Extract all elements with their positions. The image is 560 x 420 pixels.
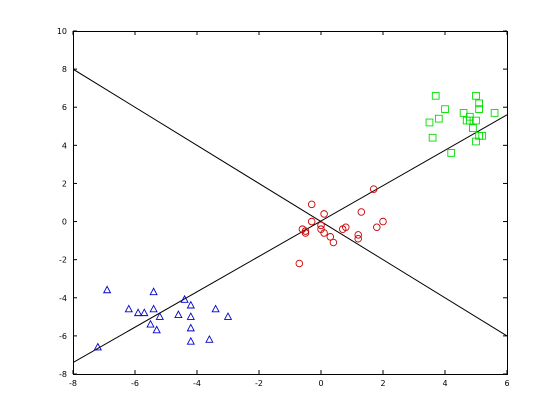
square-point bbox=[472, 116, 480, 125]
y-tick-label: -4 bbox=[59, 294, 67, 303]
circle-point bbox=[357, 208, 366, 216]
circle-point bbox=[326, 233, 335, 241]
triangle-point bbox=[149, 287, 158, 296]
triangle-point bbox=[133, 308, 143, 317]
circle-point bbox=[307, 217, 316, 226]
triangle-point bbox=[93, 342, 102, 351]
triangle-point bbox=[174, 310, 183, 318]
triangle-point bbox=[186, 323, 195, 332]
y-tick-label: 6 bbox=[62, 103, 67, 112]
x-axis-tick-labels: -8 -6 -4 -2 0 2 4 6 bbox=[69, 379, 510, 388]
y-tick-label: 10 bbox=[57, 27, 67, 36]
y-tick-label: 8 bbox=[62, 65, 67, 74]
square-point bbox=[475, 99, 483, 108]
plot-frame bbox=[73, 31, 508, 375]
triangle-point bbox=[205, 334, 214, 343]
y-tick-label: 2 bbox=[62, 179, 67, 188]
square-point bbox=[490, 109, 499, 117]
triangle-point bbox=[186, 336, 195, 345]
x-tick-label: -6 bbox=[131, 379, 139, 388]
x-tick-label: -4 bbox=[193, 379, 201, 388]
circle-point bbox=[379, 217, 387, 226]
triangle-point bbox=[186, 300, 195, 309]
fit-lines bbox=[73, 68, 508, 364]
circle-point bbox=[307, 200, 316, 209]
square-point bbox=[447, 149, 456, 157]
circle-point bbox=[373, 223, 381, 232]
square-point bbox=[472, 91, 480, 100]
y-tick-label: -8 bbox=[59, 370, 67, 379]
square-point bbox=[434, 114, 443, 123]
square-point bbox=[469, 124, 477, 133]
triangle-point bbox=[149, 304, 158, 313]
y-tick-label: -2 bbox=[59, 256, 67, 265]
square-point bbox=[428, 133, 437, 142]
x-tick-label: 2 bbox=[380, 379, 385, 388]
x-tick-label: 6 bbox=[504, 379, 509, 388]
circle-point bbox=[329, 238, 338, 247]
triangle-point bbox=[146, 319, 155, 328]
triangle-point bbox=[186, 312, 195, 320]
circle-point bbox=[295, 259, 304, 268]
triangle-point bbox=[124, 304, 133, 313]
fit-line-2 bbox=[73, 68, 508, 337]
x-tick-label: 0 bbox=[318, 379, 323, 388]
triangle-point bbox=[102, 285, 112, 294]
triangle-point bbox=[155, 312, 164, 320]
square-point bbox=[465, 116, 474, 125]
x-tick-label: -2 bbox=[255, 379, 263, 388]
circle-point bbox=[301, 227, 310, 235]
triangle-point bbox=[211, 304, 220, 313]
triangle-point bbox=[152, 325, 161, 334]
circle-point bbox=[369, 185, 378, 193]
y-tick-label: 4 bbox=[62, 141, 67, 150]
axis-ticks bbox=[72, 30, 508, 375]
square-point bbox=[475, 105, 483, 113]
y-tick-label: 0 bbox=[62, 218, 67, 227]
triangle-point bbox=[223, 312, 233, 320]
circle-point bbox=[320, 229, 328, 237]
y-tick-label: -6 bbox=[59, 332, 67, 341]
circle-point bbox=[354, 231, 362, 239]
circle-point bbox=[301, 229, 310, 237]
fit-line-1 bbox=[73, 114, 508, 364]
triangle-point bbox=[140, 308, 149, 317]
y-axis-tick-labels: -8 -6 -4 -2 0 2 4 6 8 10 bbox=[57, 27, 67, 379]
circle-point bbox=[354, 234, 362, 243]
square-point bbox=[431, 91, 440, 100]
square-point bbox=[478, 131, 487, 140]
circle-point bbox=[342, 223, 350, 232]
circle-point bbox=[317, 221, 325, 230]
square-point bbox=[441, 105, 449, 113]
triangle-point bbox=[180, 294, 189, 303]
circle-point bbox=[320, 210, 328, 218]
x-tick-label: 4 bbox=[442, 379, 447, 388]
data-points bbox=[93, 91, 499, 351]
square-point bbox=[425, 118, 434, 127]
x-tick-label: -8 bbox=[69, 379, 77, 388]
